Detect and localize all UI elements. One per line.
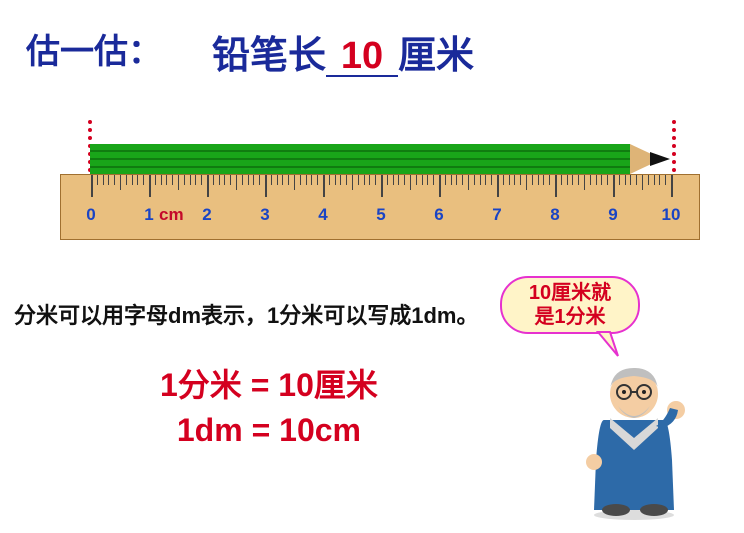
- ruler-tick-label: 3: [260, 205, 269, 225]
- question-post: 厘米: [398, 35, 474, 77]
- ruler-tick-label: 0: [86, 205, 95, 225]
- ruler-cm-unit: cm: [159, 205, 184, 225]
- bubble-line-1: 10厘米就: [502, 281, 638, 305]
- ruler-tick-label: 10: [662, 205, 681, 225]
- equation-line-2: 1dm = 10cm: [160, 412, 378, 449]
- question-pre: 铅笔长: [212, 35, 326, 77]
- ruler-tick-label: 9: [608, 205, 617, 225]
- ruler-graphic: 0 1 cm 2 3 4 5 6 7 8 9 10: [60, 174, 700, 240]
- ruler-tick-label: 7: [492, 205, 501, 225]
- pencil-ruler-diagram: 0 1 cm 2 3 4 5 6 7 8 9 10: [60, 120, 680, 260]
- dm-explanation: 分米可以用字母dm表示，1分米可以写成1dm。: [14, 298, 478, 330]
- pencil-graphic: [90, 144, 670, 174]
- equation-line-1: 1分米 = 10厘米: [160, 360, 378, 406]
- ruler-tick-label: 1: [144, 205, 153, 225]
- pencil-length-answer: 10: [326, 37, 398, 77]
- estimate-label: 估一估：: [26, 24, 162, 73]
- ruler-tick-label: 5: [376, 205, 385, 225]
- question-block: 铅笔长10厘米: [212, 24, 474, 79]
- bubble-line-2: 是1分米: [502, 305, 638, 329]
- ruler-tick-label: 8: [550, 205, 559, 225]
- ruler-ticks: 01cm2345678910: [91, 175, 671, 239]
- equation-block: 1分米 = 10厘米 1dm = 10cm: [160, 360, 378, 449]
- ruler-tick-label: 2: [202, 205, 211, 225]
- ruler-tick-label: 4: [318, 205, 327, 225]
- ruler-tick-label: 6: [434, 205, 443, 225]
- teacher-character-icon: [564, 350, 704, 520]
- speech-bubble: 10厘米就 是1分米: [500, 276, 640, 334]
